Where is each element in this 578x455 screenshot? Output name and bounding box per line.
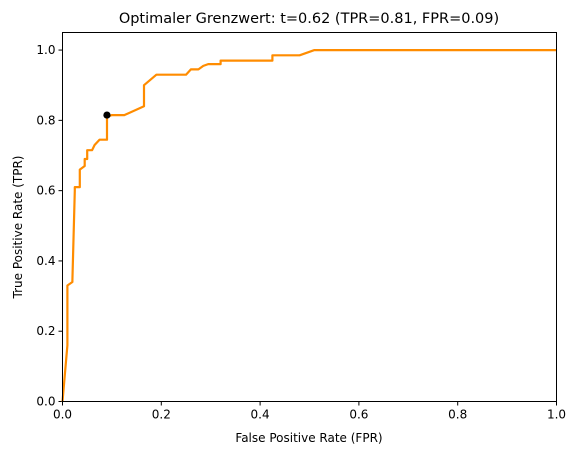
x-axis-label: False Positive Rate (FPR) bbox=[235, 431, 382, 445]
y-tick-label: 0.2 bbox=[36, 324, 55, 338]
x-tick-label: 0.8 bbox=[448, 408, 467, 422]
y-tick-label: 0.0 bbox=[36, 395, 55, 409]
y-tick-label: 0.4 bbox=[36, 254, 55, 268]
x-tick-label: 0.6 bbox=[349, 408, 368, 422]
x-tick-label: 0.0 bbox=[53, 408, 72, 422]
y-axis-label: True Positive Rate (TPR) bbox=[11, 156, 25, 300]
optimal-threshold-point bbox=[103, 111, 111, 119]
x-tick-label: 0.4 bbox=[251, 408, 270, 422]
x-axis-ticks: 0.0 0.2 0.4 0.6 0.8 1.0 bbox=[53, 401, 566, 422]
x-tick-label: 1.0 bbox=[547, 408, 566, 422]
plot-series bbox=[61, 48, 557, 402]
y-tick-label: 0.6 bbox=[36, 184, 55, 198]
roc-curve-line bbox=[61, 48, 557, 402]
chart-title: Optimaler Grenzwert: t=0.62 (TPR=0.81, F… bbox=[119, 11, 499, 27]
y-axis-ticks: 0.0 0.2 0.4 0.6 0.8 1.0 bbox=[36, 43, 63, 409]
plot-frame bbox=[62, 32, 557, 402]
y-tick-label: 0.8 bbox=[36, 113, 55, 127]
x-tick-label: 0.2 bbox=[152, 408, 171, 422]
y-tick-label: 1.0 bbox=[36, 43, 55, 57]
